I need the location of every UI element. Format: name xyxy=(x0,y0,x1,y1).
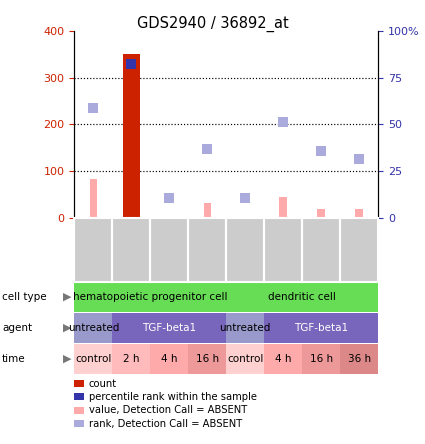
Text: count: count xyxy=(89,379,117,388)
Text: dendritic cell: dendritic cell xyxy=(268,292,336,302)
Text: TGF-beta1: TGF-beta1 xyxy=(142,323,196,333)
Text: 2 h: 2 h xyxy=(123,354,139,364)
Text: GSM116316: GSM116316 xyxy=(127,220,136,271)
Text: GSM116325: GSM116325 xyxy=(317,220,326,271)
Text: GDS2940 / 36892_at: GDS2940 / 36892_at xyxy=(136,16,289,32)
Text: GSM116318: GSM116318 xyxy=(203,220,212,271)
Text: 16 h: 16 h xyxy=(196,354,219,364)
Text: control: control xyxy=(75,354,111,364)
Text: GSM116324: GSM116324 xyxy=(279,220,288,271)
Text: 4 h: 4 h xyxy=(275,354,292,364)
Bar xyxy=(280,197,287,218)
Text: 36 h: 36 h xyxy=(348,354,371,364)
Text: TGF-beta1: TGF-beta1 xyxy=(294,323,348,333)
Text: 4 h: 4 h xyxy=(161,354,178,364)
Text: untreated: untreated xyxy=(68,323,119,333)
Text: GSM116315: GSM116315 xyxy=(89,220,98,271)
Text: untreated: untreated xyxy=(220,323,271,333)
Bar xyxy=(90,179,97,218)
Text: 16 h: 16 h xyxy=(310,354,333,364)
Bar xyxy=(123,55,140,218)
Text: GSM116323: GSM116323 xyxy=(241,220,250,271)
Text: value, Detection Call = ABSENT: value, Detection Call = ABSENT xyxy=(89,405,247,415)
Text: GSM116317: GSM116317 xyxy=(165,220,174,271)
Bar xyxy=(317,209,325,218)
Text: ▶: ▶ xyxy=(62,323,71,333)
Bar xyxy=(204,202,211,218)
Text: cell type: cell type xyxy=(2,292,47,302)
Text: GSM116326: GSM116326 xyxy=(355,220,364,271)
Text: rank, Detection Call = ABSENT: rank, Detection Call = ABSENT xyxy=(89,419,242,428)
Text: agent: agent xyxy=(2,323,32,333)
Text: control: control xyxy=(227,354,264,364)
Text: ▶: ▶ xyxy=(62,354,71,364)
Text: hematopoietic progenitor cell: hematopoietic progenitor cell xyxy=(73,292,228,302)
Text: percentile rank within the sample: percentile rank within the sample xyxy=(89,392,257,402)
Text: time: time xyxy=(2,354,26,364)
Text: ▶: ▶ xyxy=(62,292,71,302)
Bar xyxy=(355,209,363,218)
